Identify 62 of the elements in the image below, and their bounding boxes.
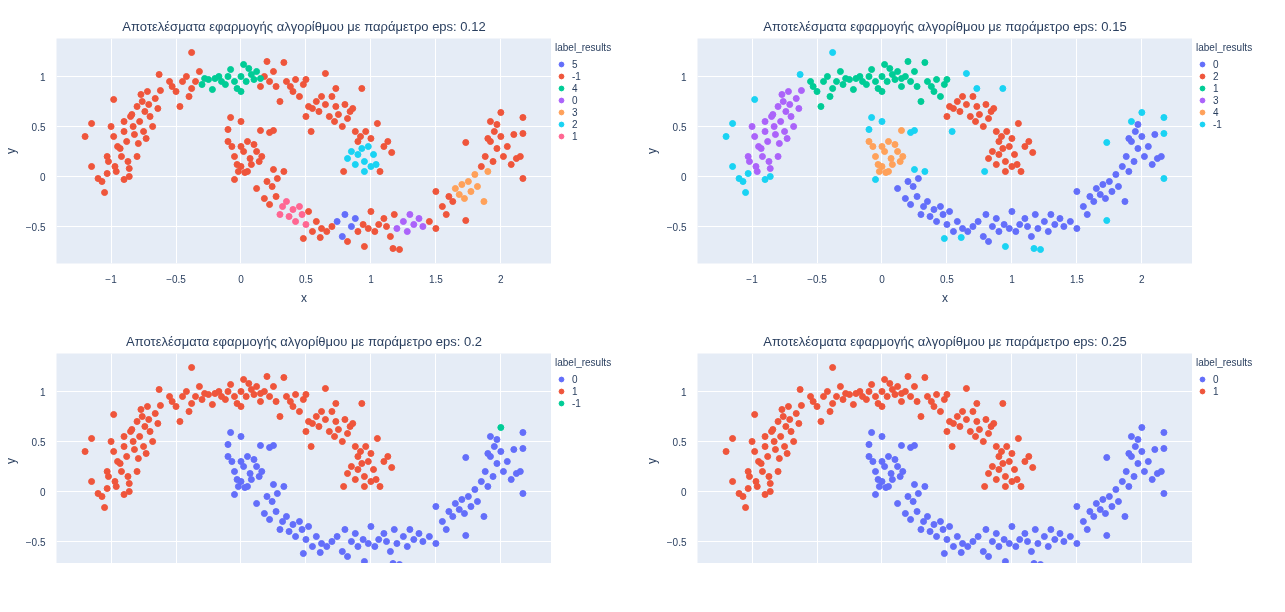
y-axis-title: y (644, 458, 659, 464)
y-tick-label: −0.5 (25, 536, 46, 548)
x-tick-label: 1 (1009, 273, 1016, 285)
legend-label: 4 (572, 82, 579, 94)
legend-title: label_results (555, 357, 612, 368)
x-tick-label: 0.5 (299, 273, 314, 285)
legend-label: 0 (1213, 58, 1220, 70)
legend-label: 3 (572, 106, 579, 118)
y-tick-label: 0.5 (672, 121, 687, 133)
y-tick-label: 1 (680, 386, 687, 398)
x-tick-label: 1.5 (1069, 273, 1085, 285)
legend-label: 1 (1213, 385, 1220, 397)
x-tick-label: 2 (1139, 273, 1146, 285)
legend-label: 2 (1213, 70, 1220, 82)
y-axis-title: y (644, 148, 659, 154)
x-tick-label: 0.5 (940, 273, 955, 285)
y-tick-label: 0.5 (672, 436, 687, 448)
x-tick-label: −1 (105, 273, 118, 285)
chart-title: Αποτελέσματα εφαρμογής αλγορίθμου με παράμετρο eps: 0.25 (763, 333, 1127, 349)
y-tick-label: 0 (680, 486, 687, 498)
x-axis-title: x (942, 290, 948, 305)
y-axis-title: y (3, 458, 18, 464)
chart-title: Αποτελέσματα εφαρμογής αλγορίθμου με παράμετρο eps: 0.15 (763, 18, 1127, 34)
y-tick-label: 1 (39, 71, 46, 83)
legend-label: 0 (572, 373, 579, 385)
legend-label: 0 (1213, 373, 1220, 385)
y-tick-label: −0.5 (666, 536, 687, 548)
x-axis-title: x (301, 290, 307, 305)
chart-title: Αποτελέσματα εφαρμογής αλγορίθμου με παράμετρο eps: 0.2 (125, 333, 483, 349)
legend-label: 1 (572, 385, 579, 397)
y-tick-label: 0.5 (31, 121, 46, 133)
y-tick-label: 0 (39, 486, 46, 498)
legend-label: 2 (572, 118, 579, 130)
y-tick-label: 0 (680, 171, 687, 183)
legend-label: 0 (572, 94, 579, 106)
legend-label: -1 (1213, 118, 1223, 130)
y-tick-label: 0.5 (31, 436, 46, 448)
legend-label: 1 (572, 130, 579, 142)
x-tick-label: 1 (368, 273, 375, 285)
y-tick-label: −0.5 (666, 221, 687, 233)
legend-label: 4 (1213, 106, 1220, 118)
x-tick-label: −0.5 (807, 273, 828, 285)
legend-label: 3 (1213, 94, 1220, 106)
legend-title: label_results (1196, 42, 1253, 53)
legend-label: 1 (1213, 82, 1220, 94)
y-tick-label: 0 (39, 171, 46, 183)
y-tick-label: 1 (39, 386, 46, 398)
legend-label: -1 (572, 397, 582, 409)
x-tick-label: 0 (879, 273, 886, 285)
legend-label: 5 (572, 58, 579, 70)
chart-title: Αποτελέσματα εφαρμογής αλγορίθμου με παράμετρο eps: 0.12 (122, 18, 486, 34)
y-axis-title: y (3, 148, 18, 154)
x-tick-label: −0.5 (166, 273, 187, 285)
legend-label: -1 (572, 70, 582, 82)
y-tick-label: −0.5 (25, 221, 46, 233)
x-tick-label: 1.5 (428, 273, 444, 285)
x-tick-label: 0 (238, 273, 245, 285)
x-tick-label: −1 (746, 273, 759, 285)
x-tick-label: 2 (498, 273, 505, 285)
legend-title: label_results (1196, 357, 1253, 368)
legend-title: label_results (555, 42, 612, 53)
y-tick-label: 1 (680, 71, 687, 83)
